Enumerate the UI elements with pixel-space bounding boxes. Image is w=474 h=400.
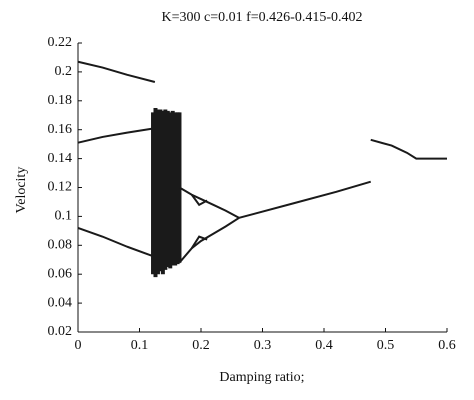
- y-axis-label: Velocity: [14, 167, 29, 214]
- y-tick-label: 0.12: [48, 180, 73, 195]
- branch: [370, 138, 447, 160]
- y-tick-label: 0.18: [48, 93, 73, 108]
- branch: [190, 194, 208, 207]
- y-tick-label: 0.06: [48, 266, 73, 281]
- x-tick-label: 0.6: [438, 338, 456, 353]
- y-tick-label: 0.14: [48, 151, 73, 166]
- branch: [77, 227, 156, 258]
- x-axis-label: Damping ratio;: [219, 370, 304, 385]
- y-tick-label: 0.04: [48, 295, 73, 310]
- y-tick-label: 0.22: [48, 35, 73, 50]
- y-tick-label: 0.2: [55, 64, 73, 79]
- branch: [178, 186, 240, 219]
- branch: [190, 235, 208, 249]
- branch: [238, 180, 372, 219]
- y-tick-label: 0.02: [48, 324, 73, 339]
- x-tick-label: 0.1: [131, 338, 149, 353]
- x-tick-label: 0: [75, 338, 82, 353]
- y-tick-label: 0.16: [48, 122, 73, 137]
- x-tick-label: 0.2: [192, 338, 210, 353]
- chart-title: K=300 c=0.01 f=0.426-0.415-0.402: [162, 10, 363, 25]
- x-tick-label: 0.4: [315, 338, 333, 353]
- branch: [77, 60, 156, 83]
- y-tick-label: 0.1: [55, 209, 73, 224]
- x-tick-label: 0.5: [377, 338, 395, 353]
- branch: [178, 217, 240, 264]
- branch: [77, 127, 156, 144]
- y-tick-label: 0.08: [48, 238, 73, 253]
- x-tick-label: 0.3: [254, 338, 272, 353]
